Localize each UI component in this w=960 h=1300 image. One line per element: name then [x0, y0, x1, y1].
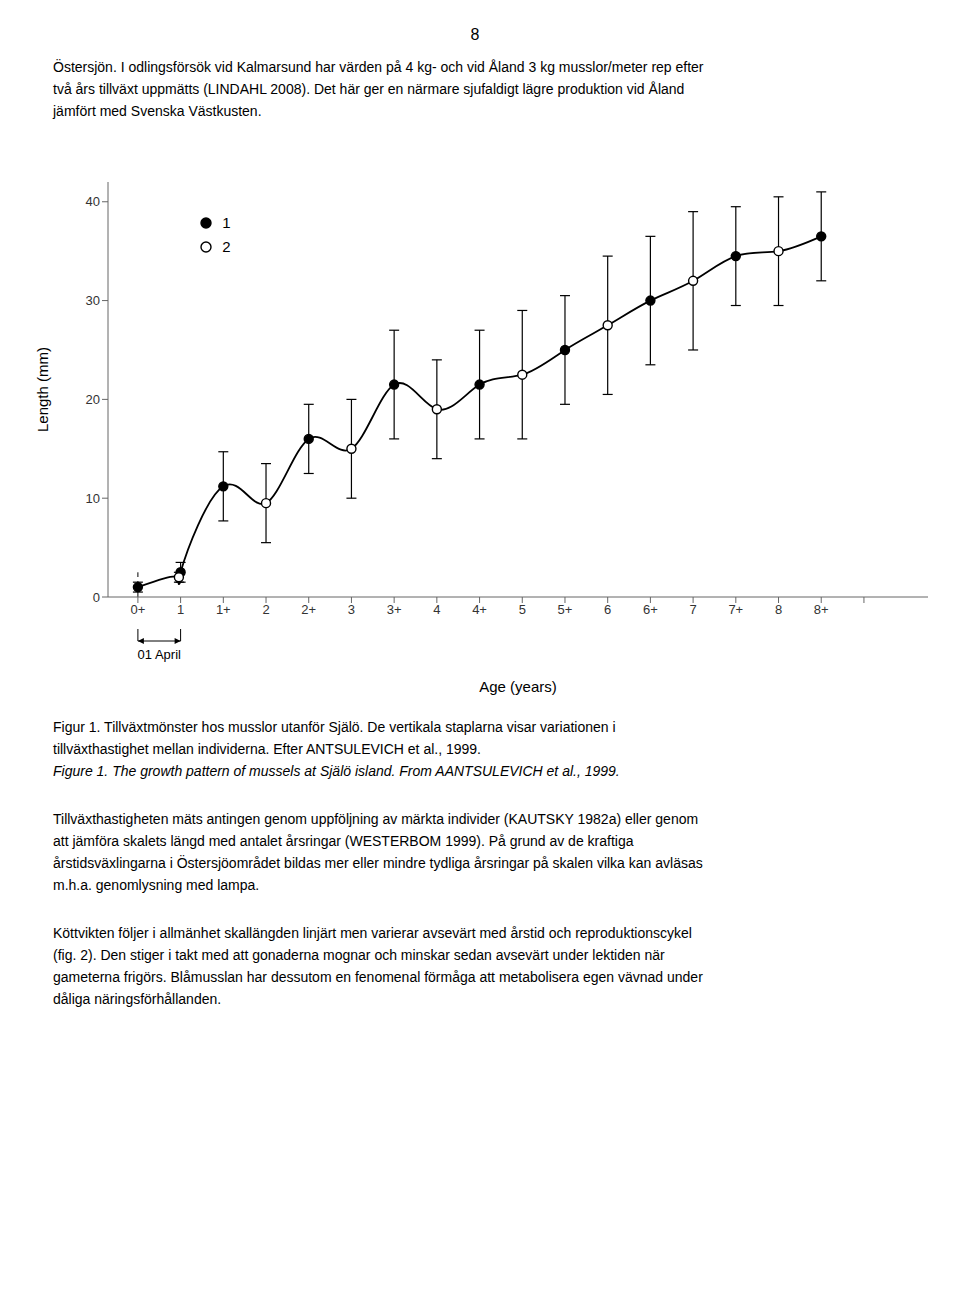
- svg-text:2+: 2+: [301, 602, 316, 617]
- svg-text:01 April: 01 April: [138, 647, 181, 662]
- svg-text:4+: 4+: [472, 602, 487, 617]
- svg-text:3+: 3+: [387, 602, 402, 617]
- html-text:(fig. 2). Den stiger i takt me: (fig. 2). Den stiger i takt med att gona…: [53, 947, 665, 963]
- html-text:m.h.a. genomlysning med lampa.: m.h.a. genomlysning med lampa.: [53, 877, 260, 893]
- svg-text:8+: 8+: [814, 602, 829, 617]
- svg-text:0: 0: [93, 590, 100, 605]
- html-text:dåliga näringsförhållanden.: dåliga näringsförhållanden.: [53, 991, 222, 1007]
- svg-text:7: 7: [689, 602, 696, 617]
- html-text:årstidsväxlingarna i Östersjöo: årstidsväxlingarna i Östersjöområdet bil…: [53, 855, 703, 871]
- html-text:två års tillväxt uppmätts (LIN: två års tillväxt uppmätts (LINDAHL 2008)…: [53, 81, 685, 97]
- html-text:8: 8: [470, 26, 480, 43]
- svg-text:7+: 7+: [728, 602, 743, 617]
- svg-text:3: 3: [348, 602, 355, 617]
- html-text:Figure 1. The growth pattern o: Figure 1. The growth pattern of mussels …: [53, 763, 620, 779]
- svg-text:4: 4: [433, 602, 440, 617]
- html-text:1: 1: [222, 214, 231, 231]
- html-text:Östersjön. I odlingsförsök vid: Östersjön. I odlingsförsök vid Kalmarsun…: [53, 59, 704, 75]
- html-text:att jämföra skalets längd med: att jämföra skalets längd med antalet år…: [53, 833, 634, 849]
- svg-text:40: 40: [86, 194, 100, 209]
- svg-text:6: 6: [604, 602, 611, 617]
- html-text:gameterna frigörs. Blåmusslan: gameterna frigörs. Blåmusslan har dessut…: [53, 969, 703, 985]
- svg-text:6+: 6+: [643, 602, 658, 617]
- svg-text:30: 30: [86, 293, 100, 308]
- html-text:Figur 1. Tillväxtmönster hos m: Figur 1. Tillväxtmönster hos musslor uta…: [53, 719, 616, 735]
- svg-text:5: 5: [519, 602, 526, 617]
- html-text:Tillväxthastigheten mäts antin: Tillväxthastigheten mäts antingen genom …: [53, 811, 699, 827]
- svg-text:10: 10: [86, 491, 100, 506]
- svg-text:20: 20: [86, 392, 100, 407]
- svg-text:5+: 5+: [558, 602, 573, 617]
- html-text:jämfört med Svenska Västkusten: jämfört med Svenska Västkusten.: [53, 103, 262, 119]
- svg-text:Length (mm): Length (mm): [34, 347, 51, 432]
- svg-text:2: 2: [262, 602, 269, 617]
- html-text:Köttvikten följer i allmänhet: Köttvikten följer i allmänhet skallängde…: [53, 925, 692, 941]
- svg-text:0+: 0+: [130, 602, 145, 617]
- svg-text:8: 8: [775, 602, 782, 617]
- html-text:tillväxthastighet mellan indiv: tillväxthastighet mellan individerna. Ef…: [53, 741, 481, 757]
- svg-text:1+: 1+: [216, 602, 231, 617]
- svg-text:1: 1: [177, 602, 184, 617]
- svg-text:Age (years): Age (years): [479, 678, 557, 695]
- html-text:2: 2: [222, 238, 231, 255]
